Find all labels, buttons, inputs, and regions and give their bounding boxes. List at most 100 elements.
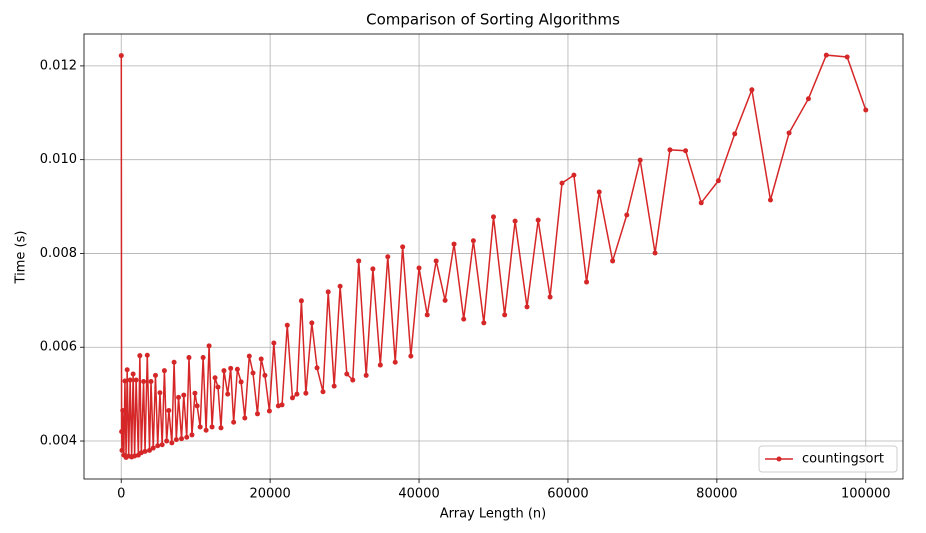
data-point [400,244,406,250]
x-axis-label: Array Length (n) [440,507,547,522]
data-point [157,390,163,396]
data-point [141,378,147,384]
data-point [221,368,227,374]
data-point [200,355,206,361]
data-point [179,436,185,442]
data-point [344,371,350,377]
x-tick-label: 60000 [547,487,588,502]
data-point [144,352,150,358]
data-point [206,343,212,349]
data-point [320,389,326,395]
data-point [266,408,272,414]
legend-marker [776,456,782,462]
data-point [652,250,658,256]
data-point [491,214,496,220]
data-point [392,359,398,365]
data-point [844,54,850,60]
data-point [416,265,422,271]
data-point [197,424,203,430]
data-point [715,178,721,184]
data-point [303,390,309,396]
data-point [238,379,244,385]
data-point [133,377,139,383]
series-line [120,54,867,458]
data-point [186,355,192,361]
data-point [442,297,448,303]
data-point [363,372,369,378]
data-point [194,403,200,409]
data-point [698,200,704,206]
data-point [173,437,179,443]
data-point [470,238,476,244]
x-tick-label: 80000 [696,487,737,502]
data-point [242,415,248,421]
y-tick-label: 0.004 [40,434,77,449]
data-point [189,432,195,438]
data-point [169,440,175,446]
data-point [152,372,158,378]
data-point [337,283,343,289]
x-tick-label: 40000 [398,487,439,502]
data-point [596,189,602,195]
data-point [159,442,165,448]
data-point [767,197,773,203]
data-point [120,408,126,414]
data-point [667,147,673,153]
data-point [584,279,590,285]
data-point [150,445,156,451]
data-point [171,359,177,365]
data-point [481,320,487,326]
data-point [122,378,128,384]
data-point [683,148,689,154]
data-point [331,383,337,389]
y-tick-label: 0.006 [40,340,77,355]
data-point [192,390,198,396]
data-point [166,408,172,414]
data-point [130,371,136,377]
data-point [234,366,240,372]
data-point [176,394,182,400]
data-point [559,180,565,186]
data-point [127,377,133,383]
data-point [385,254,391,260]
data-point [451,241,457,247]
x-tick-label: 0 [117,487,125,502]
data-point [370,266,376,272]
data-point [119,429,125,435]
data-point [408,353,414,359]
data-point [254,411,260,417]
data-point [215,384,221,390]
data-point [786,130,792,136]
data-point [298,298,304,304]
x-tick-label: 100000 [841,487,891,502]
data-point [637,157,643,163]
data-point [512,218,518,224]
data-point [284,322,290,328]
data-point [164,438,170,444]
data-point [250,370,256,376]
y-tick-label: 0.012 [40,58,77,73]
data-point [137,353,143,359]
data-point [424,312,430,318]
data-point [547,294,553,300]
data-point [350,377,356,383]
data-point [218,425,224,431]
data-point [212,375,218,381]
data-point [271,340,277,346]
data-point [749,87,755,93]
data-point [118,53,124,59]
data-point [571,172,577,178]
y-tick-label: 0.010 [40,152,77,167]
data-point [161,368,167,374]
data-point [863,107,869,113]
data-point [258,356,264,362]
y-axis-label: Time (s) [14,231,29,285]
legend-box [758,445,898,473]
data-point [461,316,467,322]
data-point [309,320,315,326]
data-point [228,365,234,371]
data-point [142,448,148,454]
data-point [356,258,362,264]
data-point [184,434,190,440]
